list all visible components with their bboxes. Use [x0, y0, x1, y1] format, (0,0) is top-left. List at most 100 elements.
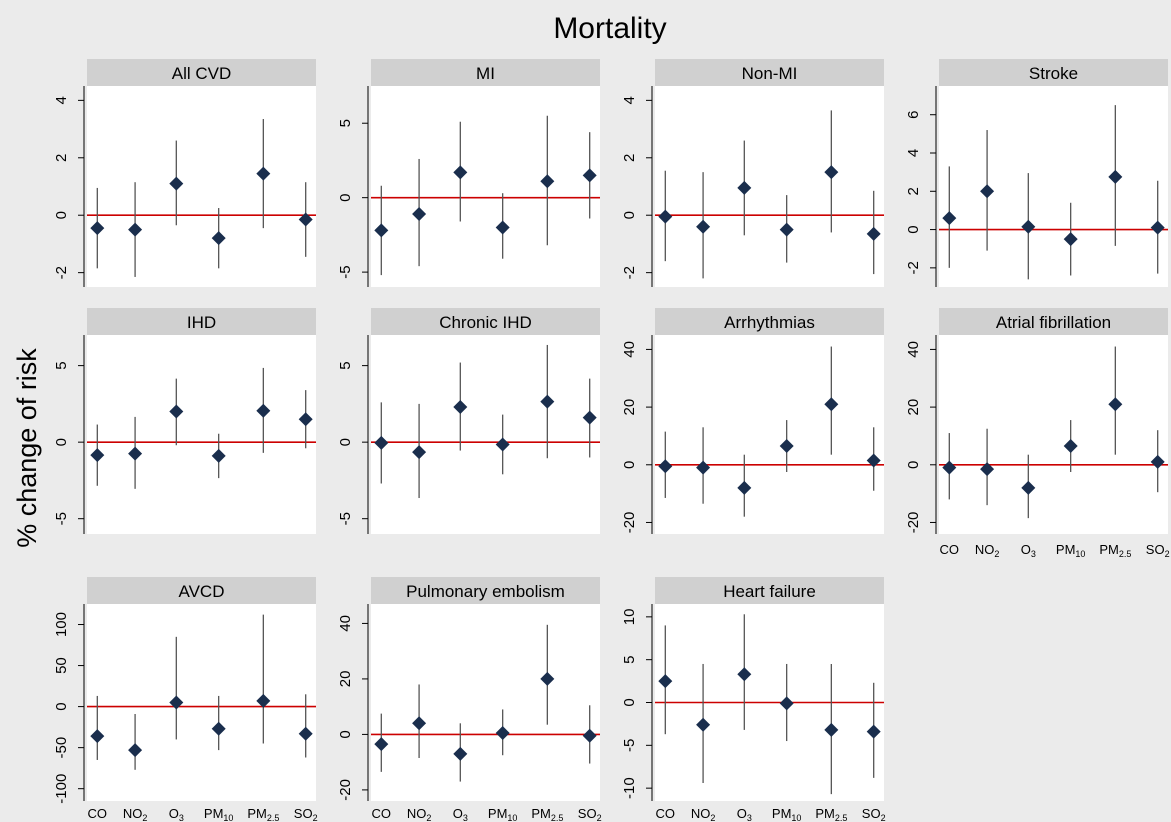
y-tick-label: -5: [53, 512, 70, 525]
y-tick-label: 0: [337, 438, 354, 446]
plot-area: [87, 335, 316, 534]
y-tick-label: 0: [53, 211, 70, 219]
panel-arrhythmias: Arrhythmias -20 0 20 40: [621, 308, 884, 534]
panel-header: [655, 577, 884, 604]
y-tick-label: 20: [905, 399, 922, 416]
estimate-marker-o3: [169, 695, 184, 710]
estimate-marker-pm2-5: [1108, 397, 1123, 412]
estimate-marker-co: [942, 211, 957, 226]
panel-atrial-fibrillation: Atrial fibrillation -20 0 20 40: [905, 308, 1168, 534]
estimate-marker-co: [374, 737, 389, 752]
y-tick-label: -20: [621, 512, 638, 534]
y-tick-label: 5: [337, 361, 354, 369]
y-tick-label: -5: [337, 265, 354, 278]
estimate-marker-no2: [412, 445, 427, 460]
panel-title-chronic-ihd: Chronic IHD: [439, 313, 532, 332]
plot-area: [87, 604, 316, 801]
estimate-marker-so2: [866, 724, 881, 739]
y-tick-label: -5: [621, 739, 638, 752]
panel-mi: MI -5 0 5: [337, 59, 600, 287]
panel-header: [371, 577, 600, 604]
estimate-marker-o3: [737, 667, 752, 682]
main-title: Mortality: [553, 12, 666, 45]
x-tick-label-pm10-bottom-3: PM10: [772, 806, 802, 822]
y-tick-label: -100: [53, 774, 70, 804]
estimate-marker-pm10: [495, 437, 510, 452]
y-tick-label: -20: [337, 779, 354, 801]
estimate-marker-o3: [453, 165, 468, 180]
estimate-marker-pm2-5: [540, 671, 555, 686]
plot-area: [655, 86, 884, 287]
panel-header: [655, 308, 884, 335]
estimate-marker-so2: [582, 728, 597, 743]
estimate-marker-co: [374, 435, 389, 450]
panel-title-ihd: IHD: [187, 313, 216, 332]
y-tick-label: 0: [53, 438, 70, 446]
y-tick-label: 6: [905, 111, 922, 119]
panel-header: [655, 59, 884, 86]
estimate-marker-pm2-5: [824, 722, 839, 737]
estimate-marker-o3: [1021, 480, 1036, 495]
panel-grid: All CVD-2024MI-505Non-MI-2024Stroke-2024…: [53, 59, 1170, 822]
y-tick-label: 5: [621, 656, 638, 664]
estimate-marker-pm2-5: [540, 174, 555, 189]
estimate-marker-co: [90, 221, 105, 236]
plot-area: [371, 335, 600, 534]
y-tick-label: 0: [621, 698, 638, 706]
estimate-marker-co: [90, 729, 105, 744]
x-tick-label-co-bottom-2: CO: [372, 806, 392, 821]
panel-header: [87, 577, 316, 604]
x-tick-label-pm10-bottom-1: PM10: [204, 806, 234, 822]
y-tick-label: 20: [621, 399, 638, 416]
estimate-marker-so2: [582, 168, 597, 183]
estimate-marker-co: [90, 448, 105, 463]
plot-area: [939, 86, 1168, 287]
y-tick-label: 4: [905, 149, 922, 157]
x-tick-label-no2-bottom-3: NO2: [691, 806, 716, 822]
estimate-marker-pm10: [211, 231, 226, 246]
x-tick-label-o3-bottom-2: O3: [453, 806, 468, 822]
y-tick-label: 0: [621, 211, 638, 219]
y-tick-label: -2: [621, 266, 638, 279]
y-tick-label: 2: [53, 154, 70, 162]
estimate-marker-pm2-5: [256, 693, 271, 708]
panel-title-stroke: Stroke: [1029, 64, 1078, 83]
x-tick-label-so2-bottom-2: SO2: [578, 806, 602, 822]
estimate-marker-no2: [412, 716, 427, 731]
x-tick-label-pm2-5-bottom-2: PM2.5: [531, 806, 563, 822]
x-tick-label-no2-atrial-fibrillation: NO2: [975, 542, 1000, 559]
estimate-marker-pm10: [779, 696, 794, 711]
y-tick-label: 0: [905, 461, 922, 469]
estimate-marker-pm10: [495, 726, 510, 741]
panel-title-non-mi: Non-MI: [742, 64, 798, 83]
estimate-marker-so2: [866, 226, 881, 241]
panel-title-heart-failure: Heart failure: [723, 582, 816, 601]
estimate-marker-pm10: [779, 439, 794, 454]
y-tick-label: 2: [621, 154, 638, 162]
panel-non-mi: Non-MI -2 0 2 4: [621, 59, 884, 287]
estimate-marker-so2: [298, 212, 313, 227]
estimate-marker-so2: [866, 453, 881, 468]
estimate-marker-pm10: [211, 448, 226, 463]
estimate-marker-o3: [169, 404, 184, 419]
y-tick-label: 40: [621, 341, 638, 358]
panel-header: [939, 59, 1168, 86]
x-tick-label-co-bottom-1: CO: [88, 806, 108, 821]
y-tick-label: 5: [337, 119, 354, 127]
y-axis-title: % change of risk: [12, 348, 42, 548]
estimate-marker-no2: [412, 207, 427, 222]
estimate-marker-co: [658, 459, 673, 474]
estimate-marker-pm10: [1063, 439, 1078, 454]
panel-chronic-ihd: Chronic IHD -5 0 5: [337, 308, 600, 534]
y-tick-label: -20: [905, 512, 922, 534]
estimate-marker-o3: [737, 180, 752, 195]
panel-ihd: IHD -5 0 5: [53, 308, 316, 534]
plot-area: [655, 335, 884, 534]
panel-title-atrial-fibrillation: Atrial fibrillation: [996, 313, 1111, 332]
estimate-marker-co: [942, 460, 957, 475]
x-tick-label-no2-bottom-2: NO2: [407, 806, 432, 822]
y-tick-label: 4: [53, 96, 70, 104]
panel-title-all-cvd: All CVD: [172, 64, 232, 83]
panel-avcd: AVCD -100 -50 0 50 100: [53, 577, 316, 804]
estimate-marker-pm2-5: [256, 403, 271, 418]
